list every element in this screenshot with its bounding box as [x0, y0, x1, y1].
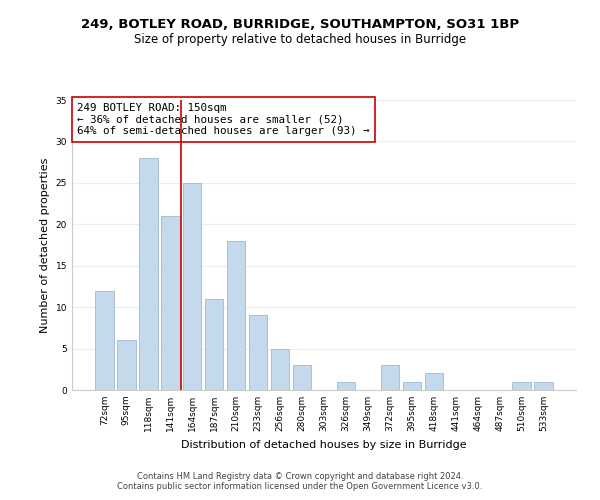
Y-axis label: Number of detached properties: Number of detached properties [40, 158, 50, 332]
Text: 249, BOTLEY ROAD, BURRIDGE, SOUTHAMPTON, SO31 1BP: 249, BOTLEY ROAD, BURRIDGE, SOUTHAMPTON,… [81, 18, 519, 30]
Bar [139, 158, 158, 390]
Bar [403, 382, 421, 390]
Bar [183, 183, 202, 390]
Text: Contains HM Land Registry data © Crown copyright and database right 2024.: Contains HM Land Registry data © Crown c… [137, 472, 463, 481]
Bar [425, 374, 443, 390]
X-axis label: Distribution of detached houses by size in Burridge: Distribution of detached houses by size … [181, 440, 467, 450]
Bar [535, 382, 553, 390]
Bar [205, 299, 223, 390]
Text: 249 BOTLEY ROAD: 150sqm
← 36% of detached houses are smaller (52)
64% of semi-de: 249 BOTLEY ROAD: 150sqm ← 36% of detache… [77, 103, 370, 136]
Bar [293, 365, 311, 390]
Text: Size of property relative to detached houses in Burridge: Size of property relative to detached ho… [134, 32, 466, 46]
Bar [161, 216, 179, 390]
Text: Contains public sector information licensed under the Open Government Licence v3: Contains public sector information licen… [118, 482, 482, 491]
Bar [227, 241, 245, 390]
Bar [117, 340, 136, 390]
Bar [249, 316, 268, 390]
Bar [337, 382, 355, 390]
Bar [380, 365, 399, 390]
Bar [95, 290, 113, 390]
Bar [512, 382, 531, 390]
Bar [271, 348, 289, 390]
